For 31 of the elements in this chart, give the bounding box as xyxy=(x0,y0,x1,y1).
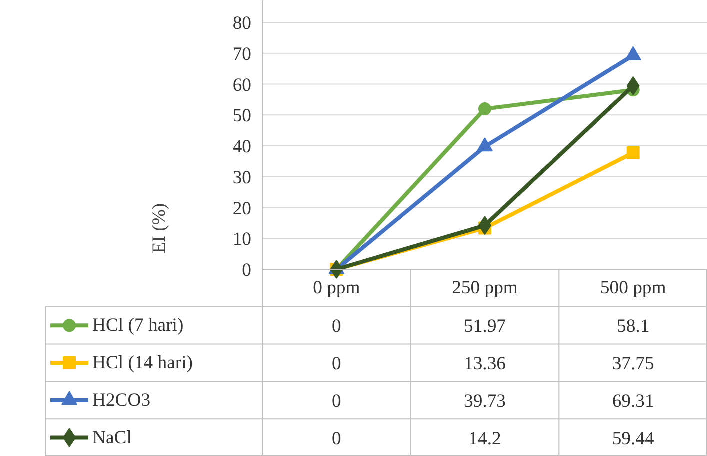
legend-label: HCl (7 hari) xyxy=(92,315,184,336)
legend-label: H2CO3 xyxy=(92,390,151,411)
data-label: 51.97 xyxy=(464,316,506,338)
x-tick-label: 250 ppm xyxy=(452,278,518,299)
data-label: 59.44 xyxy=(612,428,655,450)
data-label: 14.2 xyxy=(468,428,502,450)
data-label: 13.36 xyxy=(464,354,506,374)
x-tick-label: 0 ppm xyxy=(313,278,361,299)
y-tick-label: 0 xyxy=(242,260,252,281)
y-tick-label: 60 xyxy=(232,74,252,96)
legend-label: HCl (14 hari) xyxy=(92,352,194,374)
y-tick-label: 70 xyxy=(232,44,252,65)
y-tick-label: 10 xyxy=(232,229,252,250)
y-tick-label: 50 xyxy=(232,106,252,127)
y-tick-label: 30 xyxy=(232,167,252,188)
point xyxy=(626,146,640,160)
y-tick-label: 20 xyxy=(232,198,252,220)
legend-label: NaCl xyxy=(92,427,132,448)
data-label: 69.31 xyxy=(612,390,654,412)
x-tick-label: 500 ppm xyxy=(600,278,667,299)
point xyxy=(478,102,492,116)
data-label: 37.75 xyxy=(612,354,654,374)
y-tick-label: 40 xyxy=(232,136,252,158)
data-label: 58.1 xyxy=(617,316,650,338)
data-label: 39.73 xyxy=(464,390,506,412)
data-label: 0 xyxy=(332,316,342,338)
y-tick-label: 80 xyxy=(232,13,252,34)
data-label: 0 xyxy=(332,354,342,374)
data-label: 0 xyxy=(332,428,342,450)
data-label: 0 xyxy=(332,390,342,412)
y-axis-title: EI (%) xyxy=(148,203,170,254)
